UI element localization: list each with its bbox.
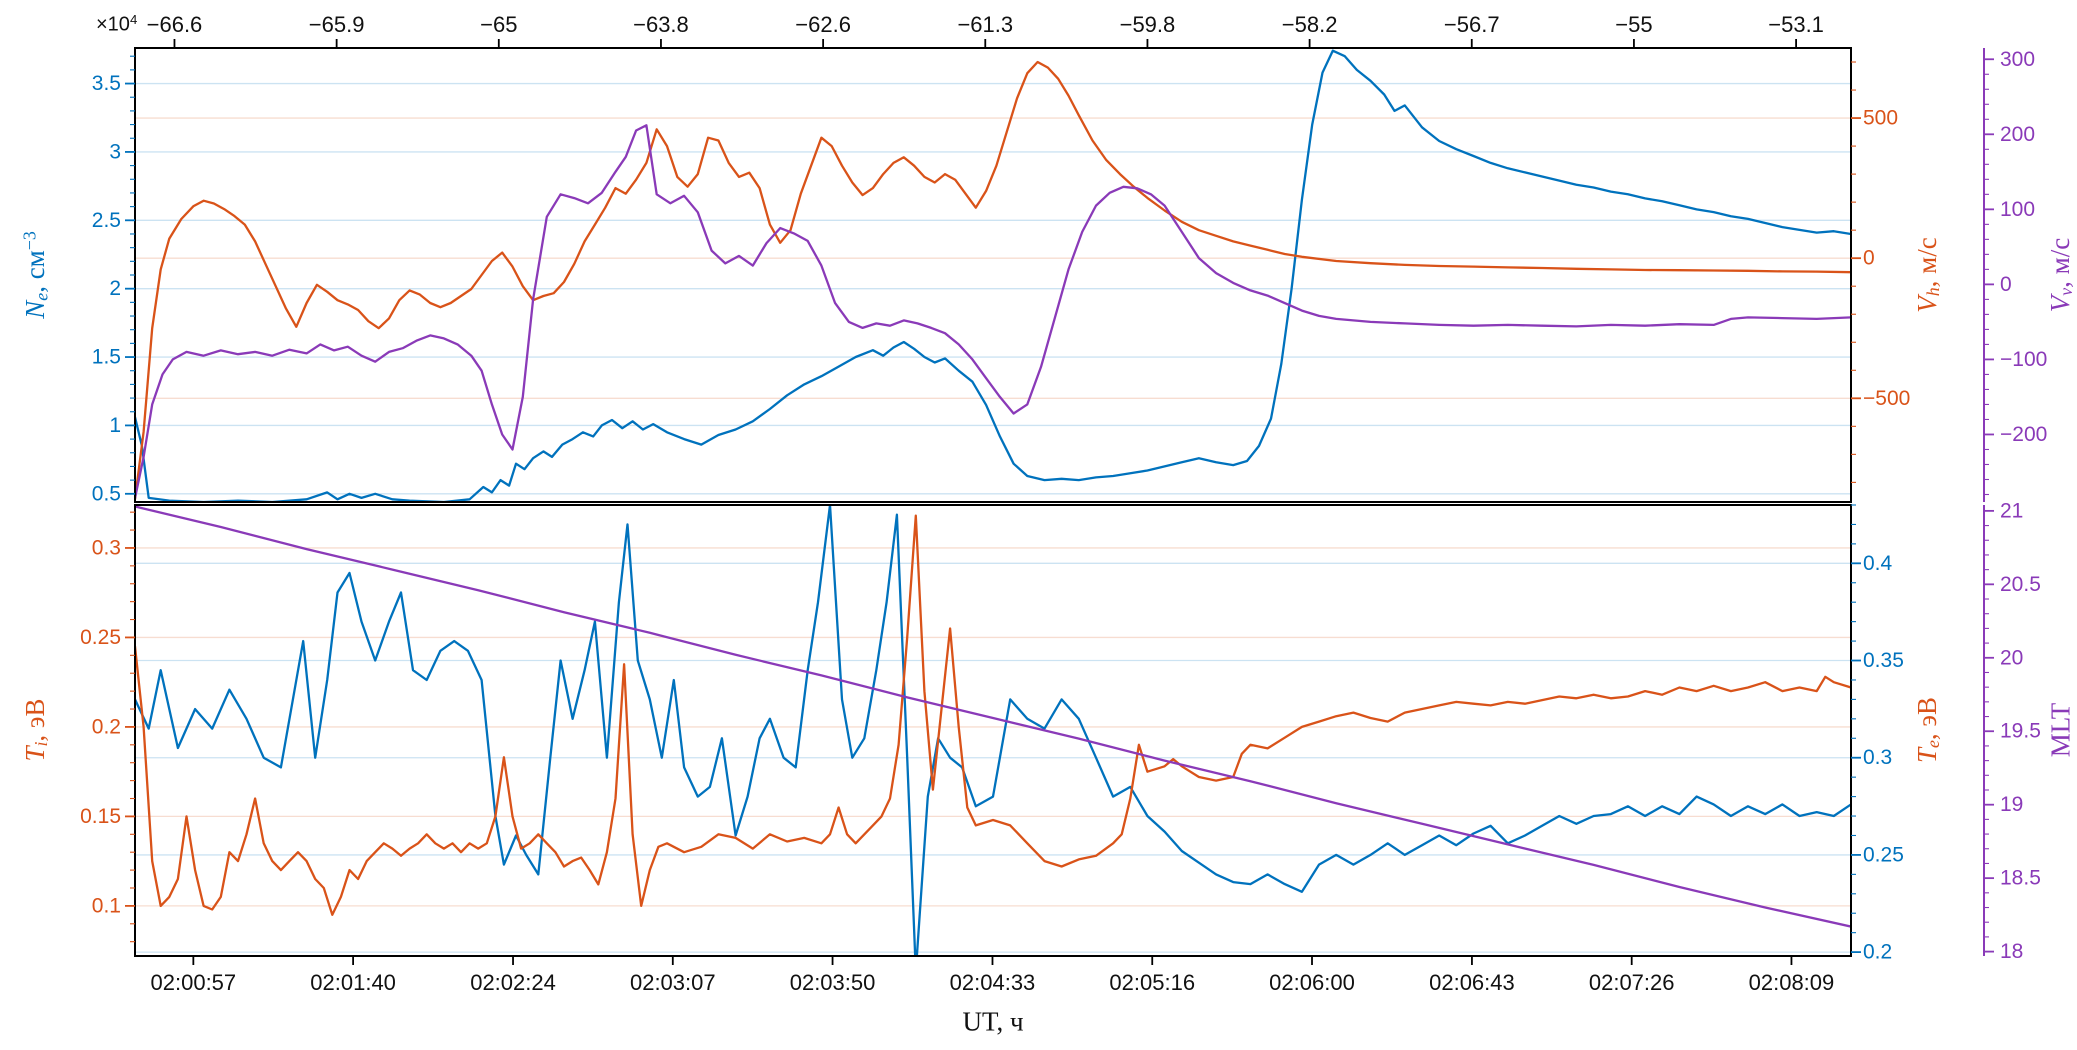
vh-series-line [135, 60, 1851, 501]
time-tick-label: 02:01:40 [310, 970, 396, 995]
tick-label: 20.5 [2000, 573, 2041, 596]
tick-label: 19 [2000, 793, 2023, 816]
tick-label: 0.25 [1863, 843, 1904, 866]
tick-label: 2 [109, 277, 121, 300]
time-tick-label: 02:06:00 [1269, 970, 1355, 995]
time-tick-label: 02:05:16 [1109, 970, 1195, 995]
time-tick-label: 02:06:43 [1429, 970, 1515, 995]
left-axis-multiplier: ×104 [96, 12, 137, 36]
latitude-tick-label: −55 [1615, 12, 1652, 37]
tick-label: 0 [2000, 273, 2012, 296]
ti-series-line [135, 514, 1851, 916]
te-axis-label: Te, эВ [1911, 696, 1944, 764]
time-tick-label: 02:03:07 [630, 970, 716, 995]
time-tick-label: 02:00:57 [151, 970, 237, 995]
tick-label: 18 [2000, 940, 2023, 963]
tick-label: 500 [1863, 107, 1898, 130]
tick-label: 19.5 [2000, 720, 2041, 743]
tick-label: 21 [2000, 499, 2023, 522]
vh-axis-label: Vh, м/с [1911, 237, 1944, 313]
latitude-tick-label: −53.1 [1768, 12, 1824, 37]
vv-axis-label: Vv, м/с [2044, 237, 2077, 313]
ti-axis-label: Ti, эВ [19, 698, 52, 762]
latitude-tick-label: −63.8 [633, 12, 689, 37]
tick-label: 20 [2000, 646, 2023, 669]
time-tick-label: 02:04:33 [950, 970, 1036, 995]
tick-label: 0.2 [1863, 941, 1892, 964]
tick-label: 3 [109, 140, 121, 163]
tick-label: 0.1 [92, 894, 121, 917]
vv-series-line [135, 124, 1851, 500]
tick-label: 0.2 [92, 715, 121, 738]
latitude-tick-label: −58.2 [1282, 12, 1338, 37]
multiplier-prefix: ×10 [96, 13, 130, 36]
panel-border [134, 47, 1852, 503]
time-tick-label: 02:08:09 [1749, 970, 1835, 995]
tick-label: 0.5 [92, 482, 121, 505]
tick-label: −200 [2000, 423, 2047, 446]
tick-label: 18.5 [2000, 867, 2041, 890]
multiplier-exponent: 4 [129, 12, 138, 27]
latitude-tick-label: −65.9 [309, 12, 365, 37]
tick-label: 3.5 [92, 72, 121, 95]
tick-label: −500 [1863, 387, 1910, 410]
tick-label: 1.5 [92, 346, 121, 369]
x-axis-label: UT, ч [962, 1006, 1024, 1037]
tick-label: 300 [2000, 48, 2035, 71]
panel-border [134, 504, 1852, 957]
time-tick-label: 02:02:24 [470, 970, 556, 995]
latitude-tick-label: −65 [480, 12, 517, 37]
tick-label: 0.15 [80, 805, 121, 828]
tick-label: 1 [109, 414, 121, 437]
ne-axis-label: Ne, см−3 [19, 231, 52, 319]
tick-label: 0.3 [1863, 746, 1892, 769]
time-tick-label: 02:03:50 [790, 970, 876, 995]
te-series-line [135, 505, 1851, 956]
latitude-tick-label: −56.7 [1444, 12, 1500, 37]
time-tick-label: 02:07:26 [1589, 970, 1675, 995]
tick-label: 0.25 [80, 626, 121, 649]
latitude-tick-label: −61.3 [957, 12, 1013, 37]
tick-label: 100 [2000, 198, 2035, 221]
tick-label: 0 [1863, 247, 1875, 270]
tick-label: −100 [2000, 348, 2047, 371]
mlt-axis-label: MLT [2045, 702, 2076, 758]
tick-label: 0.4 [1863, 552, 1893, 575]
tick-label: 0.3 [92, 536, 121, 559]
ne-series-line [135, 49, 1851, 502]
tick-label: 0.35 [1863, 649, 1904, 672]
latitude-tick-label: −59.8 [1120, 12, 1176, 37]
latitude-tick-label: −62.6 [795, 12, 851, 37]
tick-label: 200 [2000, 123, 2035, 146]
tick-label: 2.5 [92, 209, 121, 232]
mlt-series-line [135, 505, 1851, 928]
latitude-tick-label: −66.6 [147, 12, 203, 37]
